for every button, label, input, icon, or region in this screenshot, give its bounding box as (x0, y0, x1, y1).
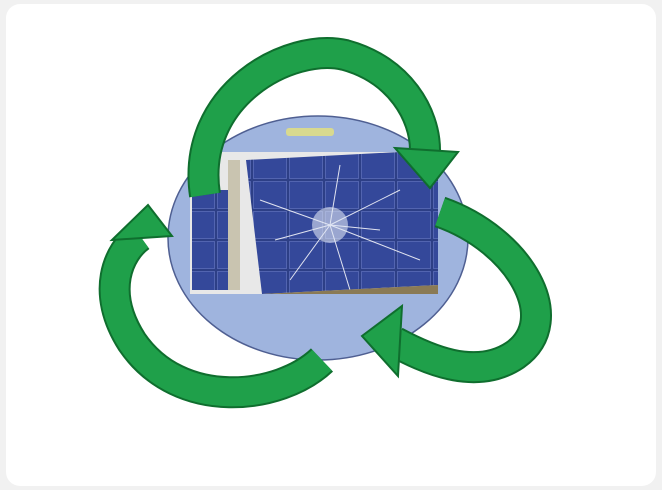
impact-point (312, 207, 348, 243)
arrowhead-right (360, 303, 404, 379)
arrow-left (100, 224, 332, 407)
arrow-right (388, 198, 550, 382)
small-label-smudge (286, 128, 334, 136)
arrowhead-left (109, 203, 174, 242)
arrow-top (189, 39, 439, 198)
recycle-arrows (98, 37, 552, 409)
panel-edge (262, 285, 438, 294)
panel-left (192, 190, 228, 290)
panel-frame (228, 160, 240, 290)
arrowhead-top (392, 146, 460, 190)
solar-panel-photo (190, 152, 438, 294)
